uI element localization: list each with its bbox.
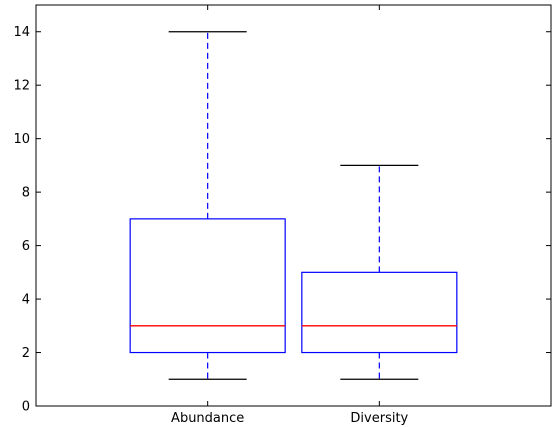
y-tick-label: 10	[13, 132, 30, 147]
y-tick-label: 4	[22, 293, 30, 308]
plot-area	[35, 4, 552, 407]
iqr-box	[129, 218, 286, 354]
y-tick-label: 0	[22, 400, 30, 415]
x-tick-label: Abundance	[171, 411, 244, 426]
y-tick-label: 14	[13, 25, 30, 40]
y-tick-label: 2	[22, 346, 30, 361]
y-tick-label: 8	[22, 186, 30, 201]
x-axis-ticks: Abundance Diversity	[171, 5, 409, 426]
y-tick-label: 6	[22, 239, 30, 254]
x-tick-label: Diversity	[350, 411, 408, 426]
y-axis-ticks: 0 2 4 6 8 10 12 14	[13, 25, 551, 415]
y-tick-label: 12	[13, 79, 30, 94]
box-diversity	[301, 164, 458, 380]
iqr-box	[301, 271, 458, 354]
boxes	[129, 31, 458, 380]
box-abundance	[129, 31, 286, 380]
